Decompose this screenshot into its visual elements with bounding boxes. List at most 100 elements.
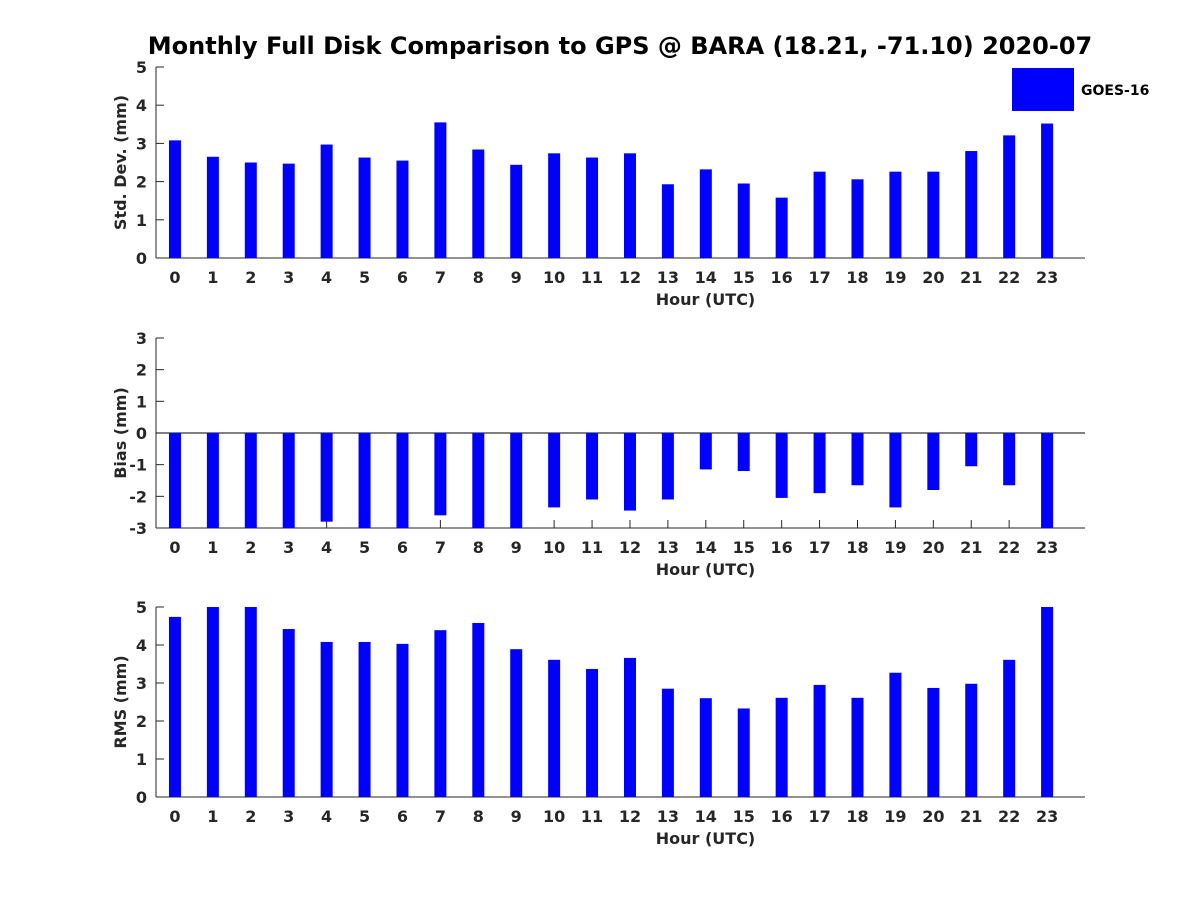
y-tick-label: 1 bbox=[136, 750, 147, 769]
x-tick-label: 12 bbox=[619, 538, 641, 557]
bar-bias-hour-4 bbox=[320, 433, 333, 522]
bar-std-dev-hour-23 bbox=[1041, 123, 1054, 258]
bar-bias-hour-22 bbox=[1003, 433, 1016, 486]
x-tick-label: 23 bbox=[1036, 268, 1058, 287]
bar-bias-hour-14 bbox=[699, 433, 712, 470]
x-tick-label: 16 bbox=[771, 807, 793, 826]
x-tick-label: 7 bbox=[435, 268, 446, 287]
x-tick-label: 14 bbox=[695, 538, 717, 557]
x-tick-label: 13 bbox=[657, 807, 679, 826]
x-tick-label: 0 bbox=[169, 538, 180, 557]
x-tick-label: 18 bbox=[846, 807, 868, 826]
y-tick-label: 2 bbox=[136, 173, 147, 192]
bar-std-dev-hour-14 bbox=[699, 169, 712, 258]
bar-bias-hour-13 bbox=[661, 433, 674, 500]
y-tick-label: 4 bbox=[136, 636, 147, 655]
x-tick-label: 21 bbox=[960, 538, 982, 557]
bar-rms-hour-0 bbox=[168, 616, 181, 797]
bar-bias-hour-11 bbox=[586, 433, 599, 500]
bar-std-dev-hour-7 bbox=[434, 122, 447, 258]
x-tick-label: 0 bbox=[169, 807, 180, 826]
bar-rms-hour-14 bbox=[699, 698, 712, 797]
x-tick-label: 3 bbox=[283, 538, 294, 557]
bar-rms-hour-16 bbox=[775, 697, 788, 797]
bar-std-dev-hour-10 bbox=[548, 153, 561, 258]
bar-std-dev-hour-6 bbox=[396, 160, 409, 258]
x-tick-label: 10 bbox=[543, 268, 565, 287]
bar-rms-hour-3 bbox=[282, 629, 295, 797]
y-tick-label: -2 bbox=[129, 487, 147, 506]
x-tick-label: 2 bbox=[245, 538, 256, 557]
x-tick-label: 19 bbox=[884, 807, 906, 826]
x-tick-label: 18 bbox=[846, 538, 868, 557]
bar-bias-hour-1 bbox=[206, 433, 219, 528]
x-tick-label: 12 bbox=[619, 268, 641, 287]
x-tick-label: 18 bbox=[846, 268, 868, 287]
bar-bias-hour-7 bbox=[434, 433, 447, 516]
y-tick-label: 1 bbox=[136, 392, 147, 411]
x-tick-label: 9 bbox=[511, 538, 522, 557]
bar-bias-hour-19 bbox=[889, 433, 902, 508]
x-tick-label: 1 bbox=[207, 538, 218, 557]
bar-bias-hour-6 bbox=[396, 433, 409, 528]
x-tick-label: 17 bbox=[808, 268, 830, 287]
x-tick-label: 10 bbox=[543, 538, 565, 557]
y-tick-label: 5 bbox=[136, 58, 147, 77]
bar-bias-hour-15 bbox=[737, 433, 750, 471]
bar-bias-hour-2 bbox=[244, 433, 257, 528]
bar-bias-hour-17 bbox=[813, 433, 826, 494]
bar-rms-hour-1 bbox=[206, 607, 219, 797]
x-tick-label: 3 bbox=[283, 268, 294, 287]
y-tick-label: 2 bbox=[136, 712, 147, 731]
legend-swatch bbox=[1012, 68, 1074, 111]
y-tick-label: 0 bbox=[136, 249, 147, 268]
x-axis-label: Hour (UTC) bbox=[656, 829, 756, 848]
bar-std-dev-hour-18 bbox=[851, 179, 864, 258]
x-tick-label: 13 bbox=[657, 268, 679, 287]
y-tick-label: 5 bbox=[136, 598, 147, 617]
x-axis-label: Hour (UTC) bbox=[656, 290, 756, 309]
bar-std-dev-hour-3 bbox=[282, 163, 295, 258]
y-axis-label: RMS (mm) bbox=[111, 655, 130, 748]
bar-bias-hour-16 bbox=[775, 433, 788, 498]
x-tick-label: 20 bbox=[922, 268, 944, 287]
x-tick-label: 5 bbox=[359, 538, 370, 557]
y-tick-label: 0 bbox=[136, 788, 147, 807]
x-tick-label: 17 bbox=[808, 538, 830, 557]
bar-bias-hour-21 bbox=[965, 433, 978, 467]
bar-rms-hour-20 bbox=[927, 687, 940, 797]
x-tick-label: 21 bbox=[960, 268, 982, 287]
bar-rms-hour-15 bbox=[737, 708, 750, 797]
bar-std-dev-hour-20 bbox=[927, 171, 940, 258]
x-tick-label: 13 bbox=[657, 538, 679, 557]
x-tick-label: 15 bbox=[733, 538, 755, 557]
bar-std-dev-hour-9 bbox=[510, 164, 523, 258]
x-tick-label: 19 bbox=[884, 538, 906, 557]
x-tick-label: 20 bbox=[922, 807, 944, 826]
y-tick-label: 3 bbox=[136, 329, 147, 348]
bar-rms-hour-19 bbox=[889, 672, 902, 797]
bar-rms-hour-23 bbox=[1041, 607, 1054, 797]
bar-std-dev-hour-15 bbox=[737, 183, 750, 258]
x-tick-label: 7 bbox=[435, 807, 446, 826]
chart-title: Monthly Full Disk Comparison to GPS @ BA… bbox=[148, 32, 1092, 60]
x-axis-label: Hour (UTC) bbox=[656, 560, 756, 579]
bar-bias-hour-18 bbox=[851, 433, 864, 486]
bar-rms-hour-11 bbox=[586, 668, 599, 797]
bar-bias-hour-5 bbox=[358, 433, 371, 528]
bar-bias-hour-10 bbox=[548, 433, 561, 508]
x-tick-label: 23 bbox=[1036, 538, 1058, 557]
x-tick-label: 17 bbox=[808, 807, 830, 826]
bar-bias-hour-23 bbox=[1041, 433, 1054, 528]
x-tick-label: 21 bbox=[960, 807, 982, 826]
bar-rms-hour-13 bbox=[661, 688, 674, 797]
x-tick-label: 15 bbox=[733, 268, 755, 287]
x-tick-label: 6 bbox=[397, 268, 408, 287]
x-tick-label: 11 bbox=[581, 268, 603, 287]
y-tick-label: 1 bbox=[136, 211, 147, 230]
bar-std-dev-hour-13 bbox=[661, 184, 674, 258]
y-tick-label: 4 bbox=[136, 96, 147, 115]
